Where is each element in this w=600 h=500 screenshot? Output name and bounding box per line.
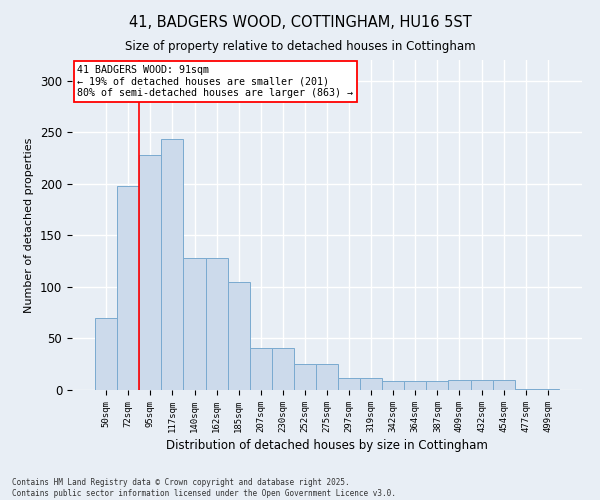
- Bar: [537, 389, 559, 390]
- Text: Contains HM Land Registry data © Crown copyright and database right 2025.
Contai: Contains HM Land Registry data © Crown c…: [12, 478, 396, 498]
- Text: Size of property relative to detached houses in Cottingham: Size of property relative to detached ho…: [125, 40, 475, 53]
- Bar: [470, 380, 493, 390]
- Bar: [227, 282, 250, 390]
- Bar: [206, 258, 227, 390]
- Bar: [161, 140, 184, 390]
- Bar: [382, 380, 404, 390]
- Text: 41 BADGERS WOOD: 91sqm
← 19% of detached houses are smaller (201)
80% of semi-de: 41 BADGERS WOOD: 91sqm ← 19% of detached…: [77, 65, 353, 98]
- Bar: [95, 318, 117, 390]
- Text: 41, BADGERS WOOD, COTTINGHAM, HU16 5ST: 41, BADGERS WOOD, COTTINGHAM, HU16 5ST: [128, 15, 472, 30]
- Bar: [272, 348, 294, 390]
- Bar: [404, 380, 427, 390]
- Bar: [139, 155, 161, 390]
- Y-axis label: Number of detached properties: Number of detached properties: [25, 138, 34, 312]
- Bar: [338, 378, 360, 390]
- Bar: [515, 389, 537, 390]
- Bar: [117, 186, 139, 390]
- X-axis label: Distribution of detached houses by size in Cottingham: Distribution of detached houses by size …: [166, 439, 488, 452]
- Bar: [184, 258, 206, 390]
- Bar: [427, 380, 448, 390]
- Bar: [250, 348, 272, 390]
- Bar: [360, 378, 382, 390]
- Bar: [316, 364, 338, 390]
- Bar: [493, 380, 515, 390]
- Bar: [448, 380, 470, 390]
- Bar: [294, 364, 316, 390]
